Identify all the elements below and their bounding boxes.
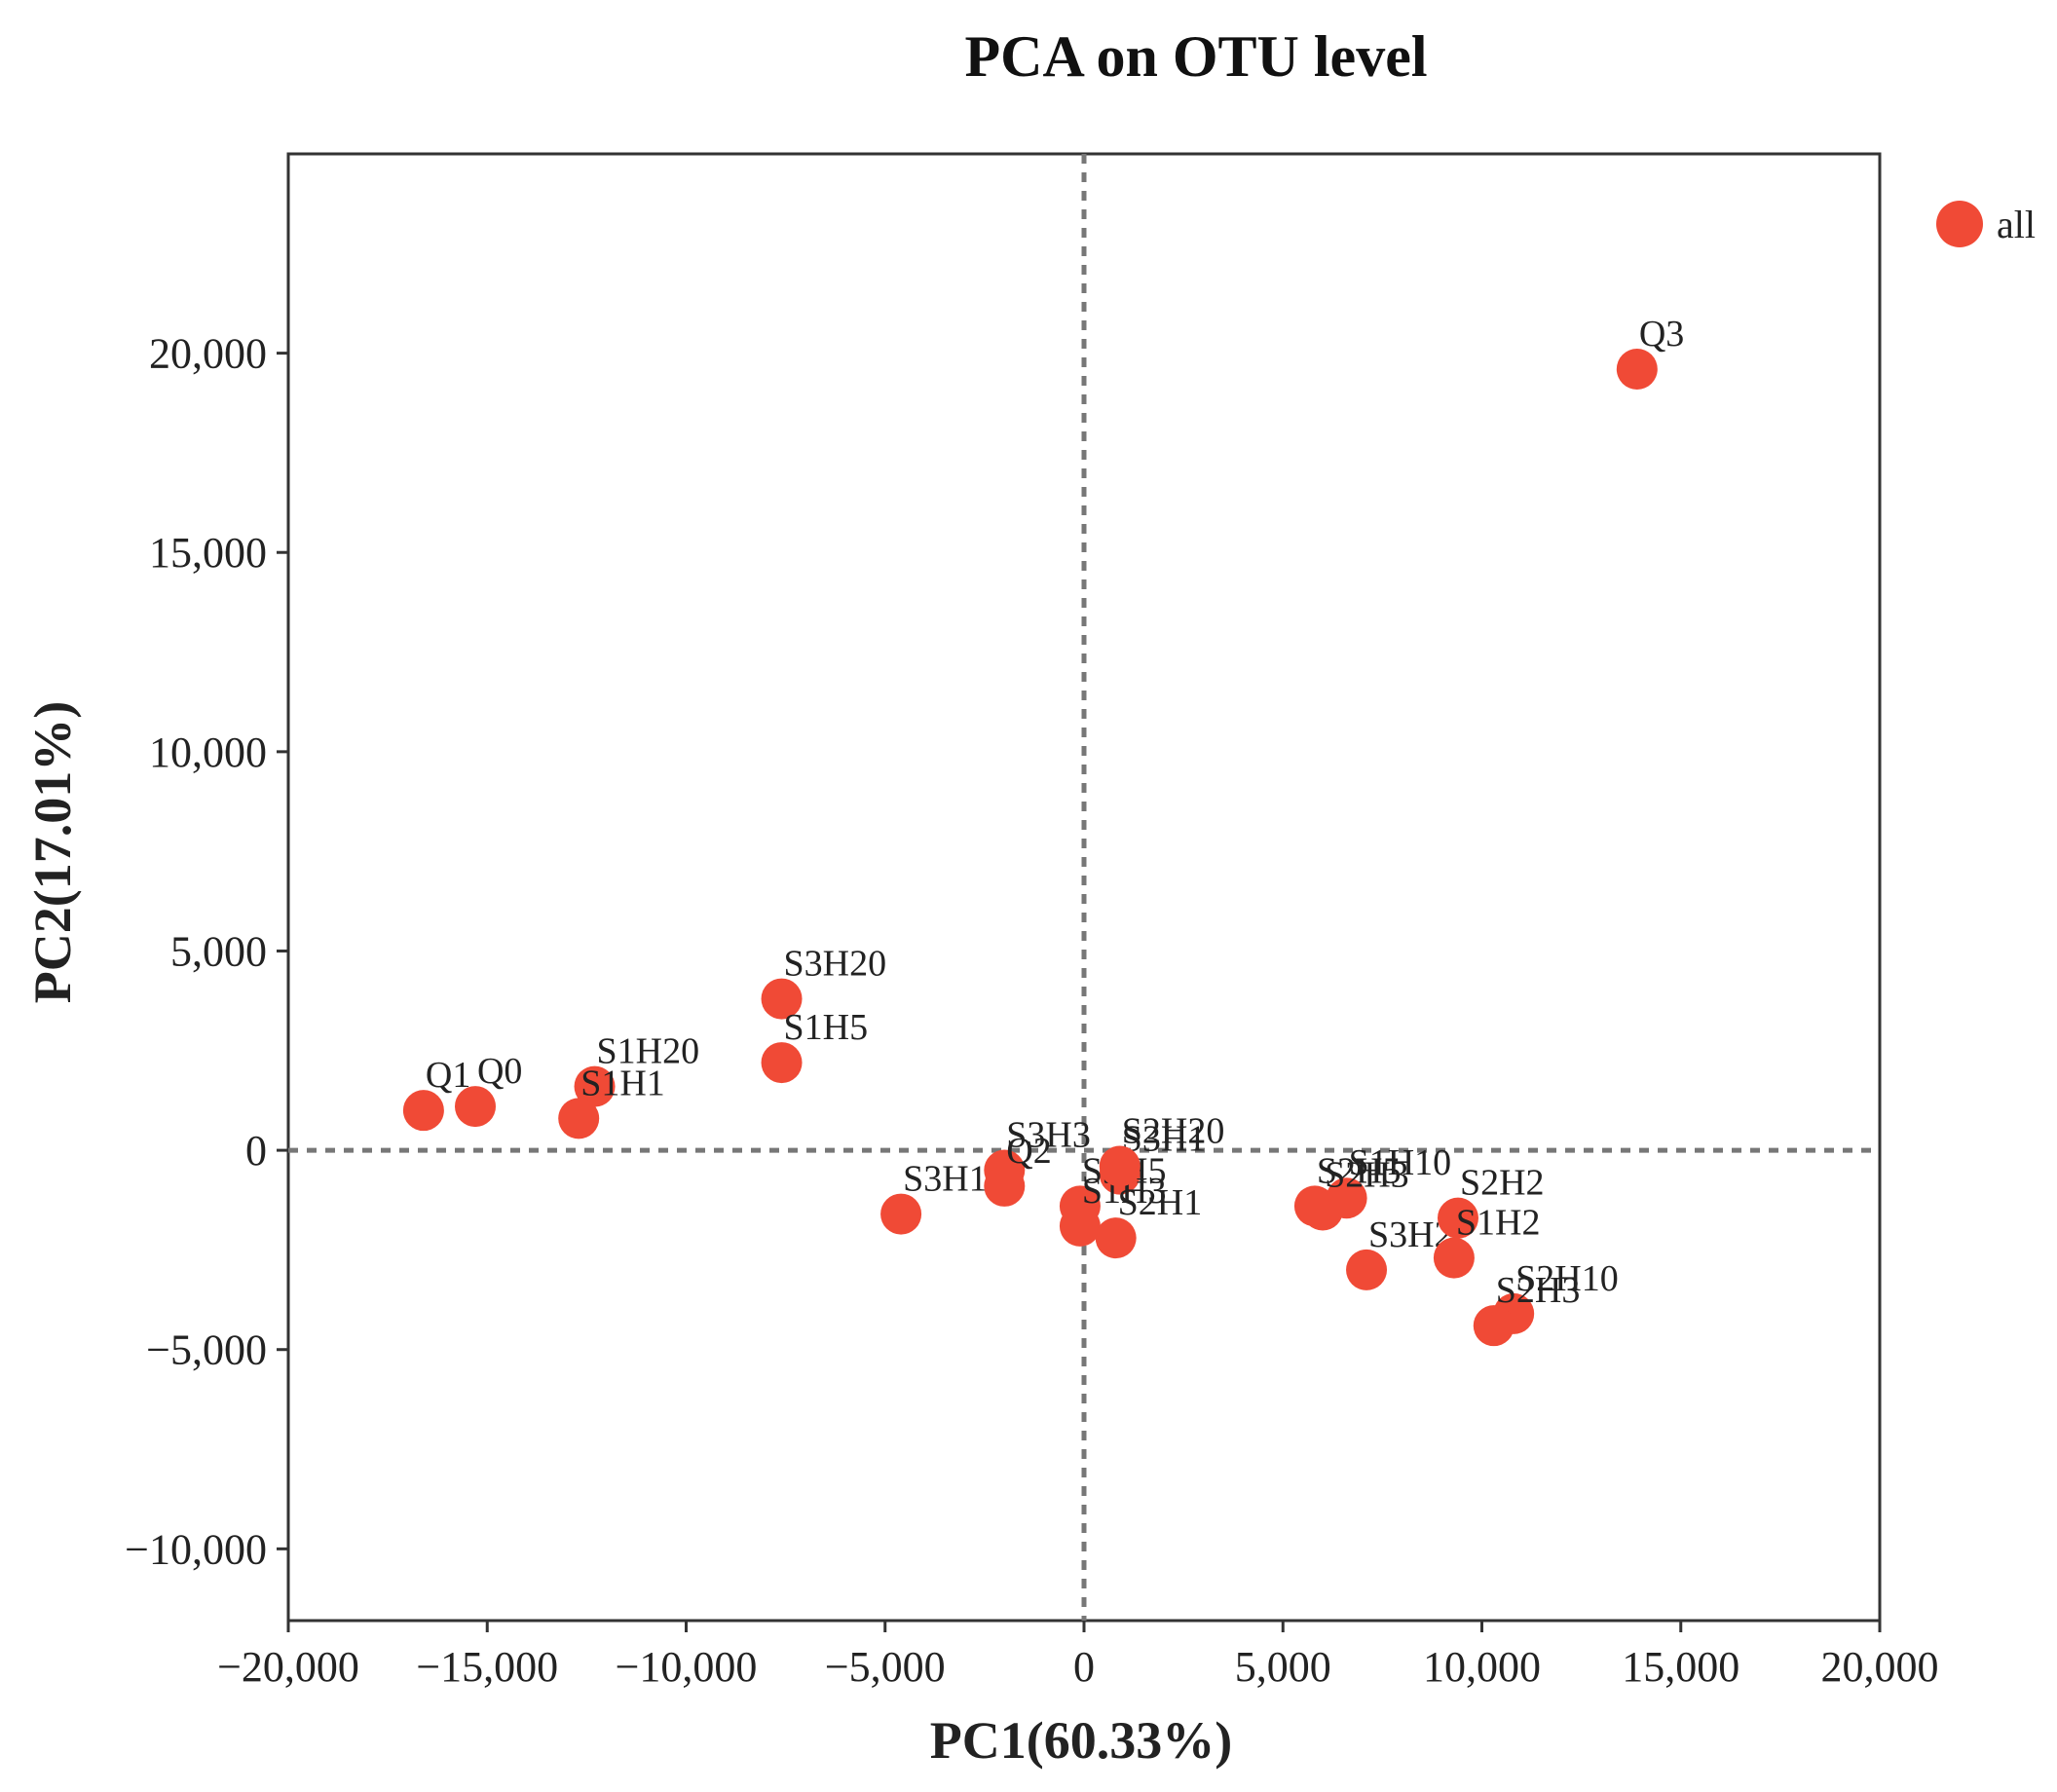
data-point-label: S2H10 — [1515, 1258, 1619, 1299]
y-tick-label: −10,000 — [125, 1525, 267, 1573]
y-tick-label: 15,000 — [149, 529, 267, 577]
data-point-label: S1H2 — [1456, 1203, 1541, 1244]
x-tick-label: 10,000 — [1423, 1643, 1541, 1691]
data-point — [984, 1165, 1026, 1207]
data-point — [1346, 1249, 1388, 1290]
y-axis-label: PC2(17.01%) — [23, 701, 82, 1003]
data-point — [761, 1042, 803, 1084]
data-point-label: S1H10 — [1349, 1142, 1452, 1183]
data-point-label: S3H20 — [784, 944, 887, 985]
x-tick-label: 15,000 — [1622, 1643, 1739, 1691]
data-point — [402, 1090, 444, 1132]
y-tick-label: 0 — [245, 1127, 267, 1175]
data-point-label: S3H3 — [1006, 1115, 1091, 1156]
y-tick-label: −5,000 — [146, 1326, 267, 1374]
plot-area: −20,000 −15,000 −10,000 −5,000 0 5,000 10,000 1… — [125, 152, 1939, 1691]
x-tick-label: 0 — [1073, 1643, 1095, 1691]
data-point-label: S2H3 — [1325, 1154, 1409, 1195]
data-point — [574, 1065, 616, 1107]
data-point — [1473, 1305, 1515, 1347]
data-point-label: Q3 — [1639, 314, 1684, 355]
data-point-label: S2H2 — [1460, 1163, 1545, 1204]
data-point-label: S2H3 — [1496, 1270, 1581, 1311]
x-tick-label: 5,000 — [1235, 1643, 1331, 1691]
x-tick-label: −15,000 — [416, 1643, 558, 1691]
data-point — [1095, 1217, 1137, 1259]
legend-label: all — [1997, 203, 2036, 246]
data-point-label: Q2 — [1006, 1131, 1051, 1172]
legend-marker — [1936, 201, 1983, 247]
data-point — [880, 1193, 922, 1235]
data-point — [1302, 1189, 1344, 1231]
data-point — [761, 978, 803, 1020]
data-point-label: Q1 — [426, 1055, 470, 1096]
x-tick-label: −10,000 — [616, 1643, 758, 1691]
data-point-label: S1H20 — [597, 1031, 700, 1072]
data-point — [1059, 1205, 1101, 1247]
data-point-label: S1H5 — [784, 1007, 869, 1048]
x-axis-label: PC1(60.33%) — [930, 1711, 1232, 1770]
y-tick-label: 20,000 — [149, 330, 267, 378]
x-tick-label: 20,000 — [1821, 1643, 1939, 1691]
x-tick-label: −20,000 — [217, 1643, 359, 1691]
data-point — [1433, 1237, 1475, 1279]
data-point-label: S3H1 — [1122, 1119, 1207, 1160]
legend: all — [1936, 201, 2036, 247]
y-tick-label: 10,000 — [149, 728, 267, 776]
y-tick-label: 5,000 — [170, 927, 267, 975]
data-point — [1437, 1197, 1478, 1239]
x-tick-label: −5,000 — [825, 1643, 946, 1691]
data-point-label: S1H1 — [580, 1063, 665, 1103]
data-point-label: S2H1 — [1118, 1182, 1203, 1223]
data-point — [1616, 348, 1658, 390]
chart-title: PCA on OTU level — [965, 24, 1428, 89]
data-point-label: S2H20 — [1122, 1110, 1225, 1151]
data-point-label: Q0 — [477, 1051, 522, 1092]
data-point — [454, 1086, 496, 1128]
data-point — [1099, 1145, 1141, 1187]
data-point — [558, 1098, 600, 1139]
